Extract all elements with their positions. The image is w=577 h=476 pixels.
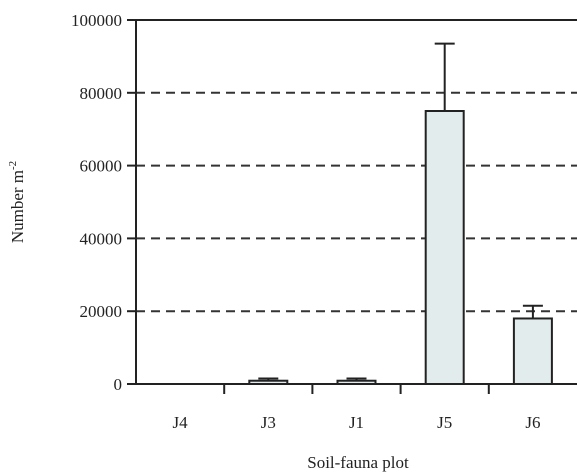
x-tick-label: J4 [173,413,189,432]
bars [248,42,553,386]
y-axis-title: Number m-2 [7,161,27,243]
x-tick-label: J5 [437,413,452,432]
x-tick-label: J1 [349,413,364,432]
y-ticks: 0 20000 40000 60000 80000 100000 [71,11,136,394]
y-tick-label: 80000 [80,84,123,103]
y-tick-label: 20000 [80,302,123,321]
x-tick-label: J6 [525,413,540,432]
x-ticks: J4 J3 J1 J5 J6 [173,384,540,432]
bar-J5 [424,110,465,385]
x-axis-title: Soil-fauna plot [307,453,409,472]
y-axis-title-superscript: -2 [7,161,19,170]
bar-J6 [512,317,553,386]
axes [135,19,577,385]
y-axis-title-main: Number m [8,170,27,243]
y-tick-label: 40000 [80,229,123,248]
y-tick-label: 0 [114,375,123,394]
x-tick-label: J3 [261,413,276,432]
y-tick-label: 100000 [71,11,122,30]
y-tick-label: 60000 [80,157,123,176]
gridlines [136,91,577,313]
